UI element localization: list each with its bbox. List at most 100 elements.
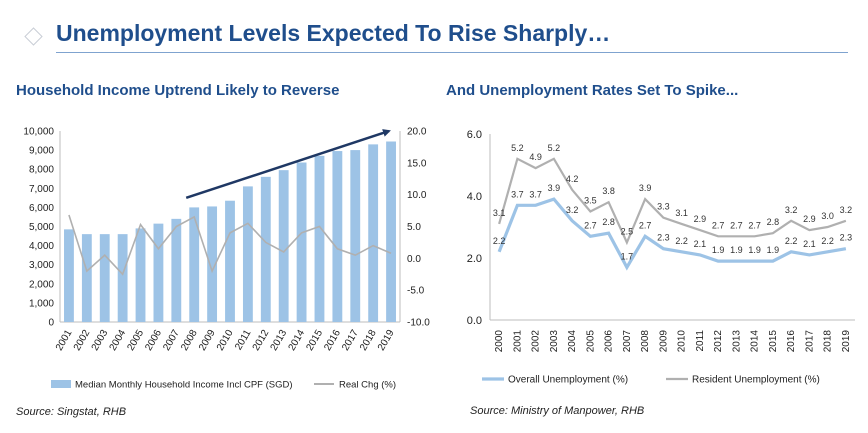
income-bar <box>117 234 128 322</box>
overall-data-label: 3.7 <box>529 189 542 199</box>
page-header: Unemployment Levels Expected To Rise Sha… <box>0 0 868 62</box>
income-bar <box>314 155 325 322</box>
overall-data-label: 2.2 <box>785 236 798 246</box>
x-axis-tick-label: 2009 <box>658 330 669 353</box>
x-axis-tick-label: 2018 <box>823 330 834 353</box>
income-bar <box>260 176 271 322</box>
right-source-note: Source: Ministry of Manpower, RHB <box>470 405 645 417</box>
right-axis-tick-label: 5.0 <box>407 222 421 233</box>
resident-data-label: 3.9 <box>639 183 652 193</box>
left-axis-tick-label: 6,000 <box>29 203 54 214</box>
x-axis-tick-label: 2019 <box>841 330 852 353</box>
resident-data-label: 3.2 <box>785 205 798 215</box>
overall-data-label: 3.9 <box>548 183 561 193</box>
resident-data-label: 3.1 <box>493 208 506 218</box>
income-bar <box>332 151 343 322</box>
income-bar <box>207 206 218 322</box>
income-bar <box>189 207 200 322</box>
resident-data-label: 2.7 <box>730 220 743 230</box>
y-axis-tick-label: 2.0 <box>467 253 482 265</box>
resident-data-label: 2.7 <box>748 220 761 230</box>
x-axis-tick-label: 2001 <box>512 330 523 353</box>
right-axis-tick-label: 15.0 <box>407 158 427 169</box>
y-axis-tick-label: 4.0 <box>467 191 482 203</box>
x-axis-tick-label: 2000 <box>494 330 505 353</box>
page-title: Unemployment Levels Expected To Rise Sha… <box>56 20 611 46</box>
x-axis-tick-label: 2005 <box>585 330 596 353</box>
resident-data-label: 3.2 <box>840 205 853 215</box>
resident-data-label: 2.5 <box>621 227 634 237</box>
x-axis-tick-label: 2017 <box>804 330 815 353</box>
right-axis-tick-label: -5.0 <box>407 286 425 297</box>
left-axis-tick-label: 3,000 <box>29 260 54 271</box>
x-axis-tick-label: 2003 <box>549 330 560 353</box>
legend-label-real-change: Real Chg (%) <box>339 380 396 391</box>
income-bar <box>242 186 253 322</box>
x-axis-tick-label: 2002 <box>531 330 542 353</box>
left-axis-tick-label: 7,000 <box>29 184 54 195</box>
overall-data-label: 2.3 <box>657 233 670 243</box>
resident-data-label: 2.9 <box>694 214 707 224</box>
x-axis-tick-label: 2010 <box>677 330 688 353</box>
income-bar <box>386 141 396 322</box>
resident-unemployment-line <box>498 157 847 246</box>
left-axis-tick-label: 9,000 <box>29 146 54 157</box>
overall-data-label: 2.1 <box>803 239 816 249</box>
title-divider <box>56 52 848 53</box>
income-bar <box>225 200 235 322</box>
left-axis-tick-label: 10,000 <box>23 127 54 138</box>
x-axis-tick-label: 2016 <box>786 330 797 353</box>
income-bar <box>368 144 379 322</box>
income-bar <box>153 223 164 322</box>
left-axis-tick-label: 2,000 <box>29 279 54 290</box>
legend-label-resident: Resident Unemployment (%) <box>692 375 820 386</box>
overall-data-label: 2.2 <box>675 236 688 246</box>
income-bar <box>135 228 146 322</box>
resident-data-label: 3.8 <box>602 186 615 196</box>
overall-data-label: 2.7 <box>639 220 652 230</box>
x-axis-tick-label: 2006 <box>604 330 615 353</box>
left-axis-tick-label: 0 <box>48 318 54 329</box>
x-axis-tick-label: 2007 <box>622 330 633 353</box>
resident-data-label: 4.9 <box>529 152 542 162</box>
overall-unemployment-line <box>497 197 847 271</box>
overall-data-label: 2.2 <box>821 236 834 246</box>
income-bar <box>64 229 74 322</box>
left-axis-tick-label: 8,000 <box>29 165 54 176</box>
x-axis-tick-label: 2015 <box>768 330 779 353</box>
left-chart-title: Household Income Uptrend Likely to Rever… <box>16 82 340 99</box>
income-bar <box>81 234 92 322</box>
resident-data-label: 3.0 <box>821 211 834 221</box>
resident-data-label: 3.1 <box>675 208 688 218</box>
y-axis-tick-label: 0.0 <box>467 315 482 327</box>
resident-data-label: 2.8 <box>767 217 780 227</box>
income-bar <box>99 234 110 322</box>
overall-data-label: 1.9 <box>730 245 743 255</box>
income-bar <box>350 150 361 322</box>
overall-data-label: 2.8 <box>602 217 615 227</box>
x-axis-tick-label: 2008 <box>640 330 651 353</box>
left-axis-tick-label: 1,000 <box>29 298 54 309</box>
legend-swatch-income <box>51 380 71 388</box>
resident-data-label: 3.3 <box>657 202 670 212</box>
resident-data-label: 5.2 <box>511 143 524 153</box>
overall-data-label: 1.9 <box>712 245 725 255</box>
left-axis-tick-label: 4,000 <box>29 241 54 252</box>
resident-data-label: 4.2 <box>566 174 579 184</box>
right-axis-tick-label: 10.0 <box>407 190 427 201</box>
overall-data-label: 2.7 <box>584 220 597 230</box>
resident-data-label: 2.9 <box>803 214 816 224</box>
x-axis-tick-label: 2012 <box>713 330 724 353</box>
overall-data-label: 2.2 <box>493 236 506 246</box>
overall-data-label: 2.3 <box>840 233 853 243</box>
x-axis-tick-label: 2011 <box>695 330 706 352</box>
x-axis-tick-label: 2014 <box>750 330 761 353</box>
overall-data-label: 1.7 <box>621 251 634 261</box>
overall-data-label: 1.9 <box>748 245 761 255</box>
right-chart-title: And Unemployment Rates Set To Spike... <box>446 82 739 99</box>
legend-label-overall: Overall Unemployment (%) <box>508 375 628 386</box>
overall-data-label: 3.2 <box>566 205 579 215</box>
income-bar <box>278 170 289 322</box>
overall-data-label: 1.9 <box>767 245 780 255</box>
income-bar <box>171 218 182 322</box>
